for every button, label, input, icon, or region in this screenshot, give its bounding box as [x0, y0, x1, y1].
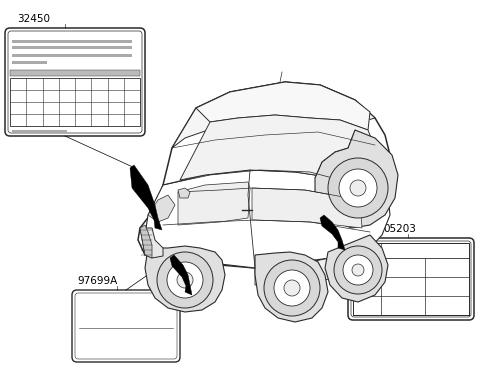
- Circle shape: [352, 264, 364, 276]
- FancyBboxPatch shape: [348, 238, 474, 320]
- Polygon shape: [315, 130, 398, 228]
- Polygon shape: [154, 218, 162, 230]
- Polygon shape: [140, 225, 152, 258]
- Circle shape: [274, 270, 310, 306]
- FancyBboxPatch shape: [5, 28, 145, 136]
- Polygon shape: [172, 82, 375, 148]
- Polygon shape: [178, 182, 250, 225]
- Circle shape: [328, 158, 388, 218]
- Bar: [353, 243, 469, 315]
- Polygon shape: [145, 170, 390, 268]
- Circle shape: [157, 252, 213, 308]
- Polygon shape: [320, 215, 342, 242]
- Bar: [12, 61, 47, 64]
- Circle shape: [264, 260, 320, 316]
- Polygon shape: [255, 248, 355, 285]
- Bar: [12, 130, 67, 133]
- Polygon shape: [178, 188, 190, 198]
- Polygon shape: [252, 188, 362, 228]
- Text: 32450: 32450: [17, 14, 50, 24]
- Circle shape: [343, 255, 373, 285]
- Polygon shape: [325, 235, 388, 302]
- FancyBboxPatch shape: [351, 241, 471, 317]
- Polygon shape: [196, 82, 370, 130]
- Bar: [10, 70, 140, 76]
- Polygon shape: [140, 228, 163, 258]
- Circle shape: [177, 272, 193, 288]
- FancyBboxPatch shape: [72, 290, 180, 362]
- Polygon shape: [170, 255, 190, 286]
- Bar: [10, 78, 140, 126]
- Text: 05203: 05203: [383, 224, 416, 234]
- Bar: [12, 54, 132, 57]
- Polygon shape: [185, 285, 192, 295]
- Circle shape: [350, 180, 366, 196]
- Bar: [12, 46, 132, 49]
- Polygon shape: [145, 246, 225, 312]
- Polygon shape: [338, 240, 345, 250]
- Polygon shape: [130, 165, 158, 220]
- Circle shape: [284, 280, 300, 296]
- Polygon shape: [148, 195, 175, 222]
- Polygon shape: [138, 82, 390, 268]
- FancyBboxPatch shape: [8, 31, 142, 133]
- FancyBboxPatch shape: [75, 293, 177, 359]
- Circle shape: [339, 169, 377, 207]
- Circle shape: [167, 262, 203, 298]
- Polygon shape: [255, 252, 328, 322]
- Polygon shape: [180, 115, 388, 195]
- Text: 97699A: 97699A: [77, 276, 117, 286]
- Circle shape: [334, 246, 382, 294]
- Bar: [12, 40, 132, 43]
